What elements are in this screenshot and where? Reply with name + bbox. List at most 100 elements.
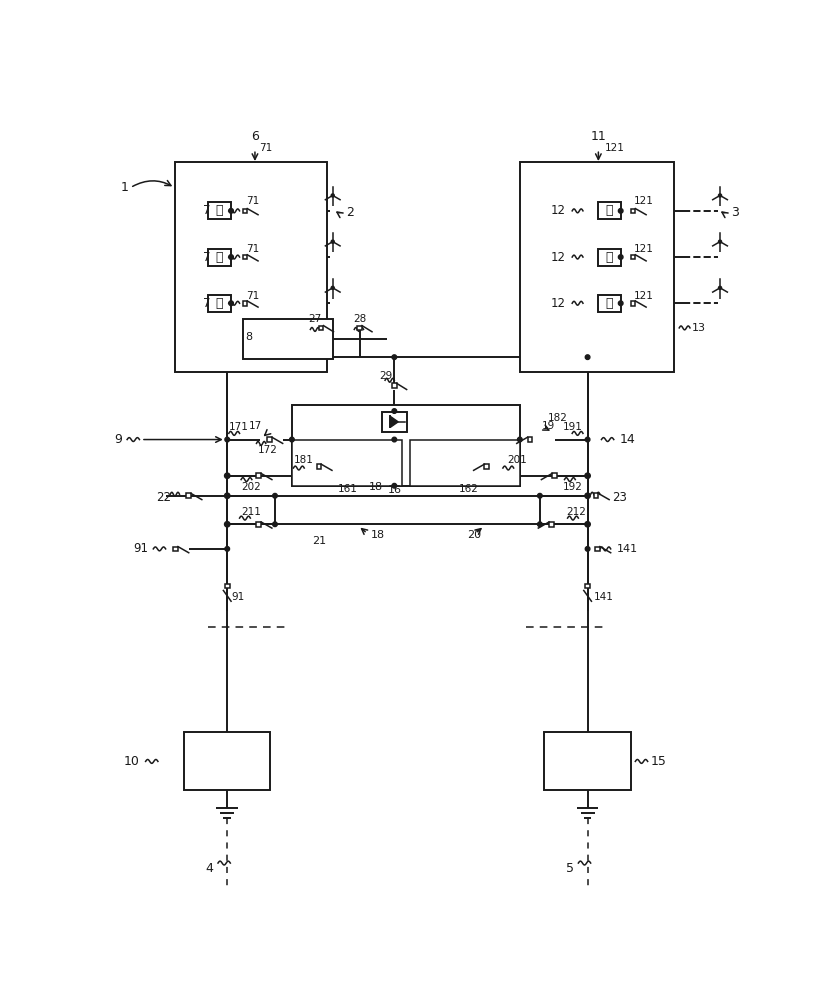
- Text: 1: 1: [121, 181, 129, 194]
- Bar: [544, 732, 630, 790]
- Text: 18: 18: [370, 530, 384, 540]
- Circle shape: [391, 409, 396, 413]
- Text: 23: 23: [611, 491, 626, 504]
- Text: 本: 本: [216, 251, 223, 264]
- Text: 4: 4: [205, 862, 213, 875]
- Text: 本: 本: [605, 204, 612, 217]
- Text: 71: 71: [246, 196, 260, 206]
- Circle shape: [391, 437, 396, 442]
- Circle shape: [718, 286, 720, 289]
- Circle shape: [228, 301, 233, 306]
- Bar: [593, 493, 598, 498]
- Text: 172: 172: [258, 445, 278, 455]
- Text: 141: 141: [593, 592, 613, 602]
- Polygon shape: [390, 416, 398, 427]
- Text: 2: 2: [346, 206, 353, 219]
- Bar: [242, 319, 333, 359]
- Bar: [585, 584, 589, 588]
- Circle shape: [718, 194, 720, 197]
- Circle shape: [228, 209, 233, 213]
- Text: 本: 本: [216, 204, 223, 217]
- Bar: [484, 464, 489, 469]
- Text: 71: 71: [246, 244, 260, 254]
- Text: 71: 71: [246, 291, 260, 301]
- Circle shape: [618, 301, 622, 306]
- Text: 14: 14: [619, 433, 635, 446]
- Circle shape: [224, 522, 230, 527]
- Circle shape: [585, 437, 589, 442]
- Text: 202: 202: [241, 482, 261, 492]
- Text: 171: 171: [228, 422, 248, 432]
- Text: 162: 162: [458, 484, 478, 494]
- Bar: [391, 383, 396, 388]
- Circle shape: [537, 522, 542, 527]
- Circle shape: [225, 437, 229, 442]
- Bar: [225, 584, 229, 588]
- Text: 5: 5: [565, 862, 573, 875]
- Text: 7: 7: [203, 204, 210, 217]
- Bar: [267, 437, 271, 442]
- Text: 20: 20: [467, 530, 481, 540]
- Circle shape: [718, 240, 720, 243]
- Bar: [357, 326, 361, 330]
- Text: 121: 121: [633, 196, 653, 206]
- Text: 22: 22: [156, 491, 171, 504]
- Circle shape: [584, 473, 590, 478]
- Text: 91: 91: [133, 542, 148, 555]
- Text: 121: 121: [604, 143, 624, 153]
- Text: 212: 212: [566, 507, 586, 517]
- Text: 21: 21: [312, 536, 326, 546]
- Text: 19: 19: [541, 421, 554, 431]
- Circle shape: [585, 355, 589, 359]
- Text: 27: 27: [308, 314, 321, 324]
- Bar: [242, 301, 247, 306]
- Circle shape: [618, 255, 622, 259]
- Circle shape: [618, 209, 622, 213]
- Bar: [174, 162, 327, 372]
- Text: 71: 71: [259, 143, 272, 153]
- Text: 161: 161: [337, 484, 356, 494]
- Circle shape: [224, 493, 230, 498]
- Circle shape: [225, 547, 229, 551]
- Circle shape: [272, 493, 277, 498]
- Circle shape: [584, 493, 590, 498]
- Text: 141: 141: [616, 544, 638, 554]
- Bar: [242, 209, 247, 213]
- Text: 15: 15: [650, 755, 666, 768]
- Text: 192: 192: [562, 482, 582, 492]
- Bar: [316, 464, 321, 469]
- Text: 本: 本: [605, 297, 612, 310]
- Bar: [381, 412, 406, 432]
- Text: 121: 121: [633, 291, 653, 301]
- Bar: [630, 209, 634, 213]
- Text: 7: 7: [203, 297, 210, 310]
- Text: 28: 28: [352, 314, 366, 324]
- Text: 121: 121: [633, 244, 653, 254]
- Text: 18: 18: [369, 482, 383, 492]
- Text: 12: 12: [550, 204, 566, 217]
- Bar: [597, 202, 620, 219]
- Circle shape: [272, 522, 277, 527]
- Circle shape: [585, 547, 589, 551]
- Text: 29: 29: [379, 371, 392, 381]
- Text: 3: 3: [730, 206, 738, 219]
- Text: 12: 12: [550, 251, 566, 264]
- Text: 8: 8: [246, 332, 252, 342]
- Bar: [597, 249, 620, 266]
- Bar: [256, 473, 261, 478]
- Bar: [256, 522, 261, 527]
- Circle shape: [331, 240, 334, 243]
- Circle shape: [331, 286, 334, 289]
- Text: 201: 201: [507, 455, 527, 465]
- Bar: [597, 295, 620, 312]
- Bar: [208, 202, 231, 219]
- Bar: [630, 255, 634, 259]
- Circle shape: [517, 437, 522, 442]
- Bar: [184, 732, 270, 790]
- Text: 7: 7: [203, 251, 210, 264]
- Text: 本: 本: [605, 251, 612, 264]
- Circle shape: [584, 522, 590, 527]
- Bar: [519, 162, 673, 372]
- Bar: [292, 440, 402, 486]
- Text: 91: 91: [232, 592, 245, 602]
